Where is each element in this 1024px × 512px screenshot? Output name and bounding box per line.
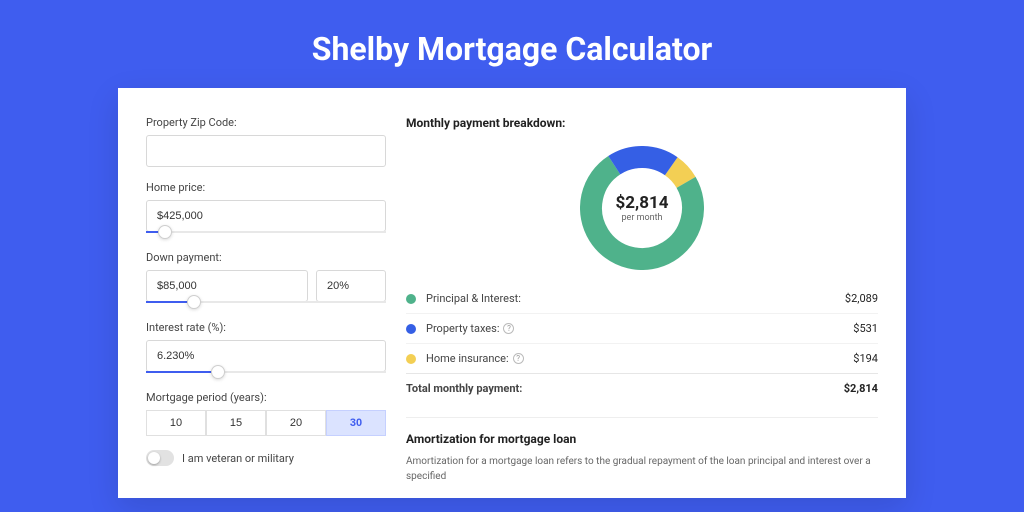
legend-list: Principal & Interest:$2,089Property taxe… [406, 284, 878, 403]
legend-total-value: $2,814 [844, 382, 878, 395]
interest-rate-field-group: Interest rate (%): [146, 321, 386, 377]
legend-label: Home insurance: ? [426, 352, 853, 365]
zip-label: Property Zip Code: [146, 116, 386, 129]
legend-row: Property taxes: ?$531 [406, 313, 878, 343]
page-title: Shelby Mortgage Calculator [55, 30, 969, 68]
form-panel: Property Zip Code: Home price: Down paym… [146, 116, 386, 498]
down-payment-amount-input[interactable] [146, 270, 308, 302]
mortgage-period-options: 10152030 [146, 410, 386, 436]
legend-dot [406, 294, 416, 304]
home-price-label: Home price: [146, 181, 386, 194]
donut-segment-home_insurance [671, 166, 686, 182]
down-payment-label: Down payment: [146, 251, 386, 264]
down-payment-slider[interactable] [146, 301, 386, 307]
home-price-field-group: Home price: [146, 181, 386, 237]
legend-row: Home insurance: ?$194 [406, 343, 878, 373]
mortgage-period-label: Mortgage period (years): [146, 391, 386, 404]
donut-sub: per month [616, 213, 669, 223]
mortgage-period-option-30[interactable]: 30 [326, 410, 386, 436]
legend-label: Property taxes: ? [426, 322, 853, 335]
home-price-input[interactable] [146, 200, 386, 232]
info-icon[interactable]: ? [513, 353, 524, 364]
legend-label: Principal & Interest: [426, 292, 845, 305]
mortgage-period-option-15[interactable]: 15 [206, 410, 266, 436]
calculator-card: Property Zip Code: Home price: Down paym… [118, 88, 906, 498]
info-icon[interactable]: ? [503, 323, 514, 334]
donut-segment-property_taxes [614, 157, 671, 166]
amortization-title: Amortization for mortgage loan [406, 432, 878, 446]
donut-chart: $2,814 per month [580, 146, 704, 270]
amortization-text: Amortization for a mortgage loan refers … [406, 454, 878, 484]
amortization-section: Amortization for mortgage loan Amortizat… [406, 417, 878, 484]
down-payment-slider-thumb[interactable] [187, 295, 201, 309]
legend-value: $531 [853, 322, 878, 335]
breakdown-panel: Monthly payment breakdown: $2,814 per mo… [406, 116, 878, 498]
page-background: Shelby Mortgage Calculator Property Zip … [0, 0, 1024, 512]
legend-dot [406, 354, 416, 364]
legend-value: $194 [853, 352, 878, 365]
legend-row: Principal & Interest:$2,089 [406, 284, 878, 313]
mortgage-period-option-10[interactable]: 10 [146, 410, 206, 436]
donut-amount: $2,814 [616, 193, 669, 213]
interest-rate-slider[interactable] [146, 371, 386, 377]
interest-rate-slider-thumb[interactable] [211, 365, 225, 379]
home-price-slider[interactable] [146, 231, 386, 237]
legend-total-row: Total monthly payment:$2,814 [406, 373, 878, 403]
interest-rate-label: Interest rate (%): [146, 321, 386, 334]
legend-total-label: Total monthly payment: [406, 382, 844, 395]
donut-center: $2,814 per month [616, 193, 669, 223]
donut-chart-wrap: $2,814 per month [406, 146, 878, 270]
legend-value: $2,089 [845, 292, 878, 305]
legend-dot [406, 324, 416, 334]
interest-rate-input[interactable] [146, 340, 386, 372]
zip-input[interactable] [146, 135, 386, 167]
veteran-toggle-row: I am veteran or military [146, 450, 386, 466]
breakdown-title: Monthly payment breakdown: [406, 116, 878, 130]
veteran-toggle[interactable] [146, 450, 174, 466]
veteran-toggle-label: I am veteran or military [182, 452, 294, 465]
zip-field-group: Property Zip Code: [146, 116, 386, 167]
down-payment-field-group: Down payment: [146, 251, 386, 307]
home-price-slider-thumb[interactable] [158, 225, 172, 239]
mortgage-period-option-20[interactable]: 20 [266, 410, 326, 436]
down-payment-pct-input[interactable] [316, 270, 386, 302]
mortgage-period-field-group: Mortgage period (years): 10152030 [146, 391, 386, 436]
